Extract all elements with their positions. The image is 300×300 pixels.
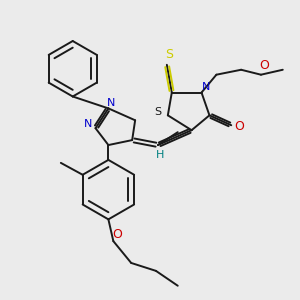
Text: S: S bbox=[154, 107, 161, 117]
Text: N: N bbox=[107, 98, 116, 108]
Text: O: O bbox=[259, 59, 269, 72]
Text: H: H bbox=[156, 150, 164, 160]
Text: O: O bbox=[112, 228, 122, 241]
Text: S: S bbox=[165, 48, 173, 62]
Text: O: O bbox=[234, 120, 244, 133]
Text: N: N bbox=[202, 82, 211, 92]
Text: N: N bbox=[83, 119, 92, 129]
